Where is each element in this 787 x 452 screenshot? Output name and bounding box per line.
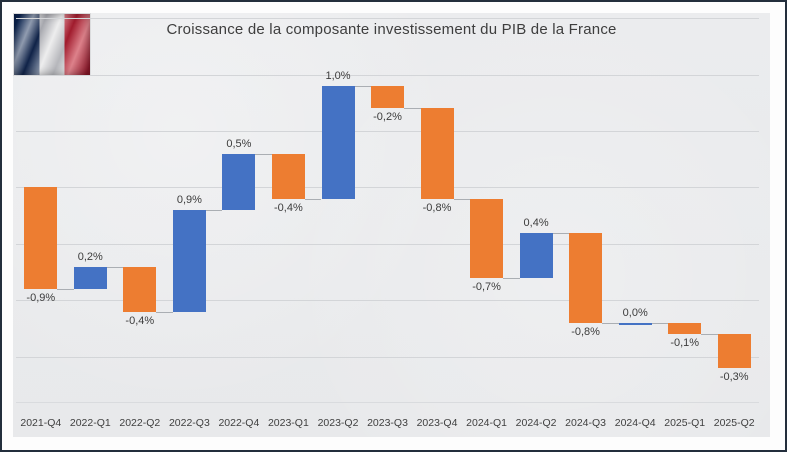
waterfall-bar [24, 187, 58, 289]
x-axis-label: 2022-Q2 [119, 417, 161, 429]
gridline [16, 300, 759, 302]
x-axis-label: 2023-Q2 [317, 417, 359, 429]
bar-data-label: 0,0% [622, 306, 648, 319]
chart-title: Croissance de la composante investisseme… [166, 21, 617, 38]
bar-data-label: -0,4% [274, 201, 303, 214]
waterfall-bar [222, 153, 256, 210]
connector-line [602, 322, 619, 324]
x-axis-label: 2025-Q2 [713, 417, 755, 429]
x-axis-label: 2023-Q3 [367, 417, 408, 429]
waterfall-bar [519, 232, 553, 278]
connector-line [354, 85, 371, 87]
connector-line [503, 277, 520, 279]
x-axis-label: 2022-Q4 [218, 417, 260, 429]
bar-data-label: -0,3% [719, 371, 749, 384]
waterfall-bar [618, 322, 652, 325]
gridline [16, 130, 759, 132]
plot-bottom-edge [16, 402, 759, 403]
plot-area: -0,9% 0,2% -0,4% 0,9% 0,5% -0,4% 1,0% -0,2% -0,8… [16, 18, 759, 403]
connector-line [205, 210, 223, 211]
connector-line [255, 153, 272, 155]
bar-data-label: -0,1% [670, 337, 700, 350]
x-axis: 2021-Q4 2022-Q1 2022-Q2 2022-Q3 2022-Q4 2023-… [16, 415, 759, 431]
connector-line [57, 289, 74, 291]
x-axis-label: 2023-Q4 [416, 417, 458, 429]
waterfall-bar [123, 266, 157, 312]
connector-line [651, 322, 669, 324]
waterfall-bar [717, 334, 751, 369]
x-axis-label: 2024-Q2 [515, 417, 557, 429]
bar-data-label: 1,0% [325, 69, 351, 82]
bar-data-label: 0,5% [226, 137, 252, 150]
chart-surface: Croissance de la composante investisseme… [13, 13, 770, 437]
connector-line [156, 311, 173, 313]
x-axis-label: 2021-Q4 [20, 417, 62, 429]
bar-data-label: -0,4% [125, 314, 155, 327]
bar-data-label: -0,8% [422, 201, 452, 214]
bar-data-label: -0,2% [373, 111, 402, 124]
waterfall-bar [569, 232, 603, 323]
x-axis-label: 2023-Q1 [267, 417, 309, 429]
connector-line [552, 232, 570, 234]
x-axis-label: 2024-Q4 [614, 417, 656, 429]
waterfall-bar [321, 85, 355, 199]
x-axis-label: 2025-Q1 [664, 417, 706, 429]
waterfall-bar [470, 198, 504, 278]
bar-data-label: -0,8% [571, 325, 600, 338]
x-axis-label: 2024-Q3 [565, 417, 607, 429]
waterfall-bar [172, 210, 206, 312]
x-axis-label: 2022-Q1 [69, 417, 111, 429]
connector-line [701, 334, 718, 336]
gridline [16, 187, 759, 189]
gridline [16, 74, 759, 76]
bar-data-label: -0,7% [472, 280, 501, 293]
bar-data-label: 0,2% [77, 250, 103, 263]
connector-line [304, 198, 322, 200]
connector-line [404, 108, 421, 110]
connector-line [453, 198, 470, 200]
waterfall-bar [371, 85, 404, 109]
x-axis-label: 2024-Q1 [466, 417, 508, 429]
waterfall-bar [420, 108, 454, 199]
bar-data-label: 0,9% [176, 194, 202, 206]
waterfall-bar [73, 266, 107, 290]
gridline [16, 18, 759, 19]
bar-data-label: -0,9% [26, 292, 56, 305]
bar-data-label: 0,4% [523, 216, 549, 229]
x-axis-label: 2022-Q3 [168, 417, 210, 429]
france-flag-image [14, 14, 90, 75]
gridline [16, 356, 759, 358]
connector-line [106, 266, 124, 268]
waterfall-bar [271, 153, 305, 199]
waterfall-bar [668, 322, 702, 335]
gridline [16, 243, 759, 245]
